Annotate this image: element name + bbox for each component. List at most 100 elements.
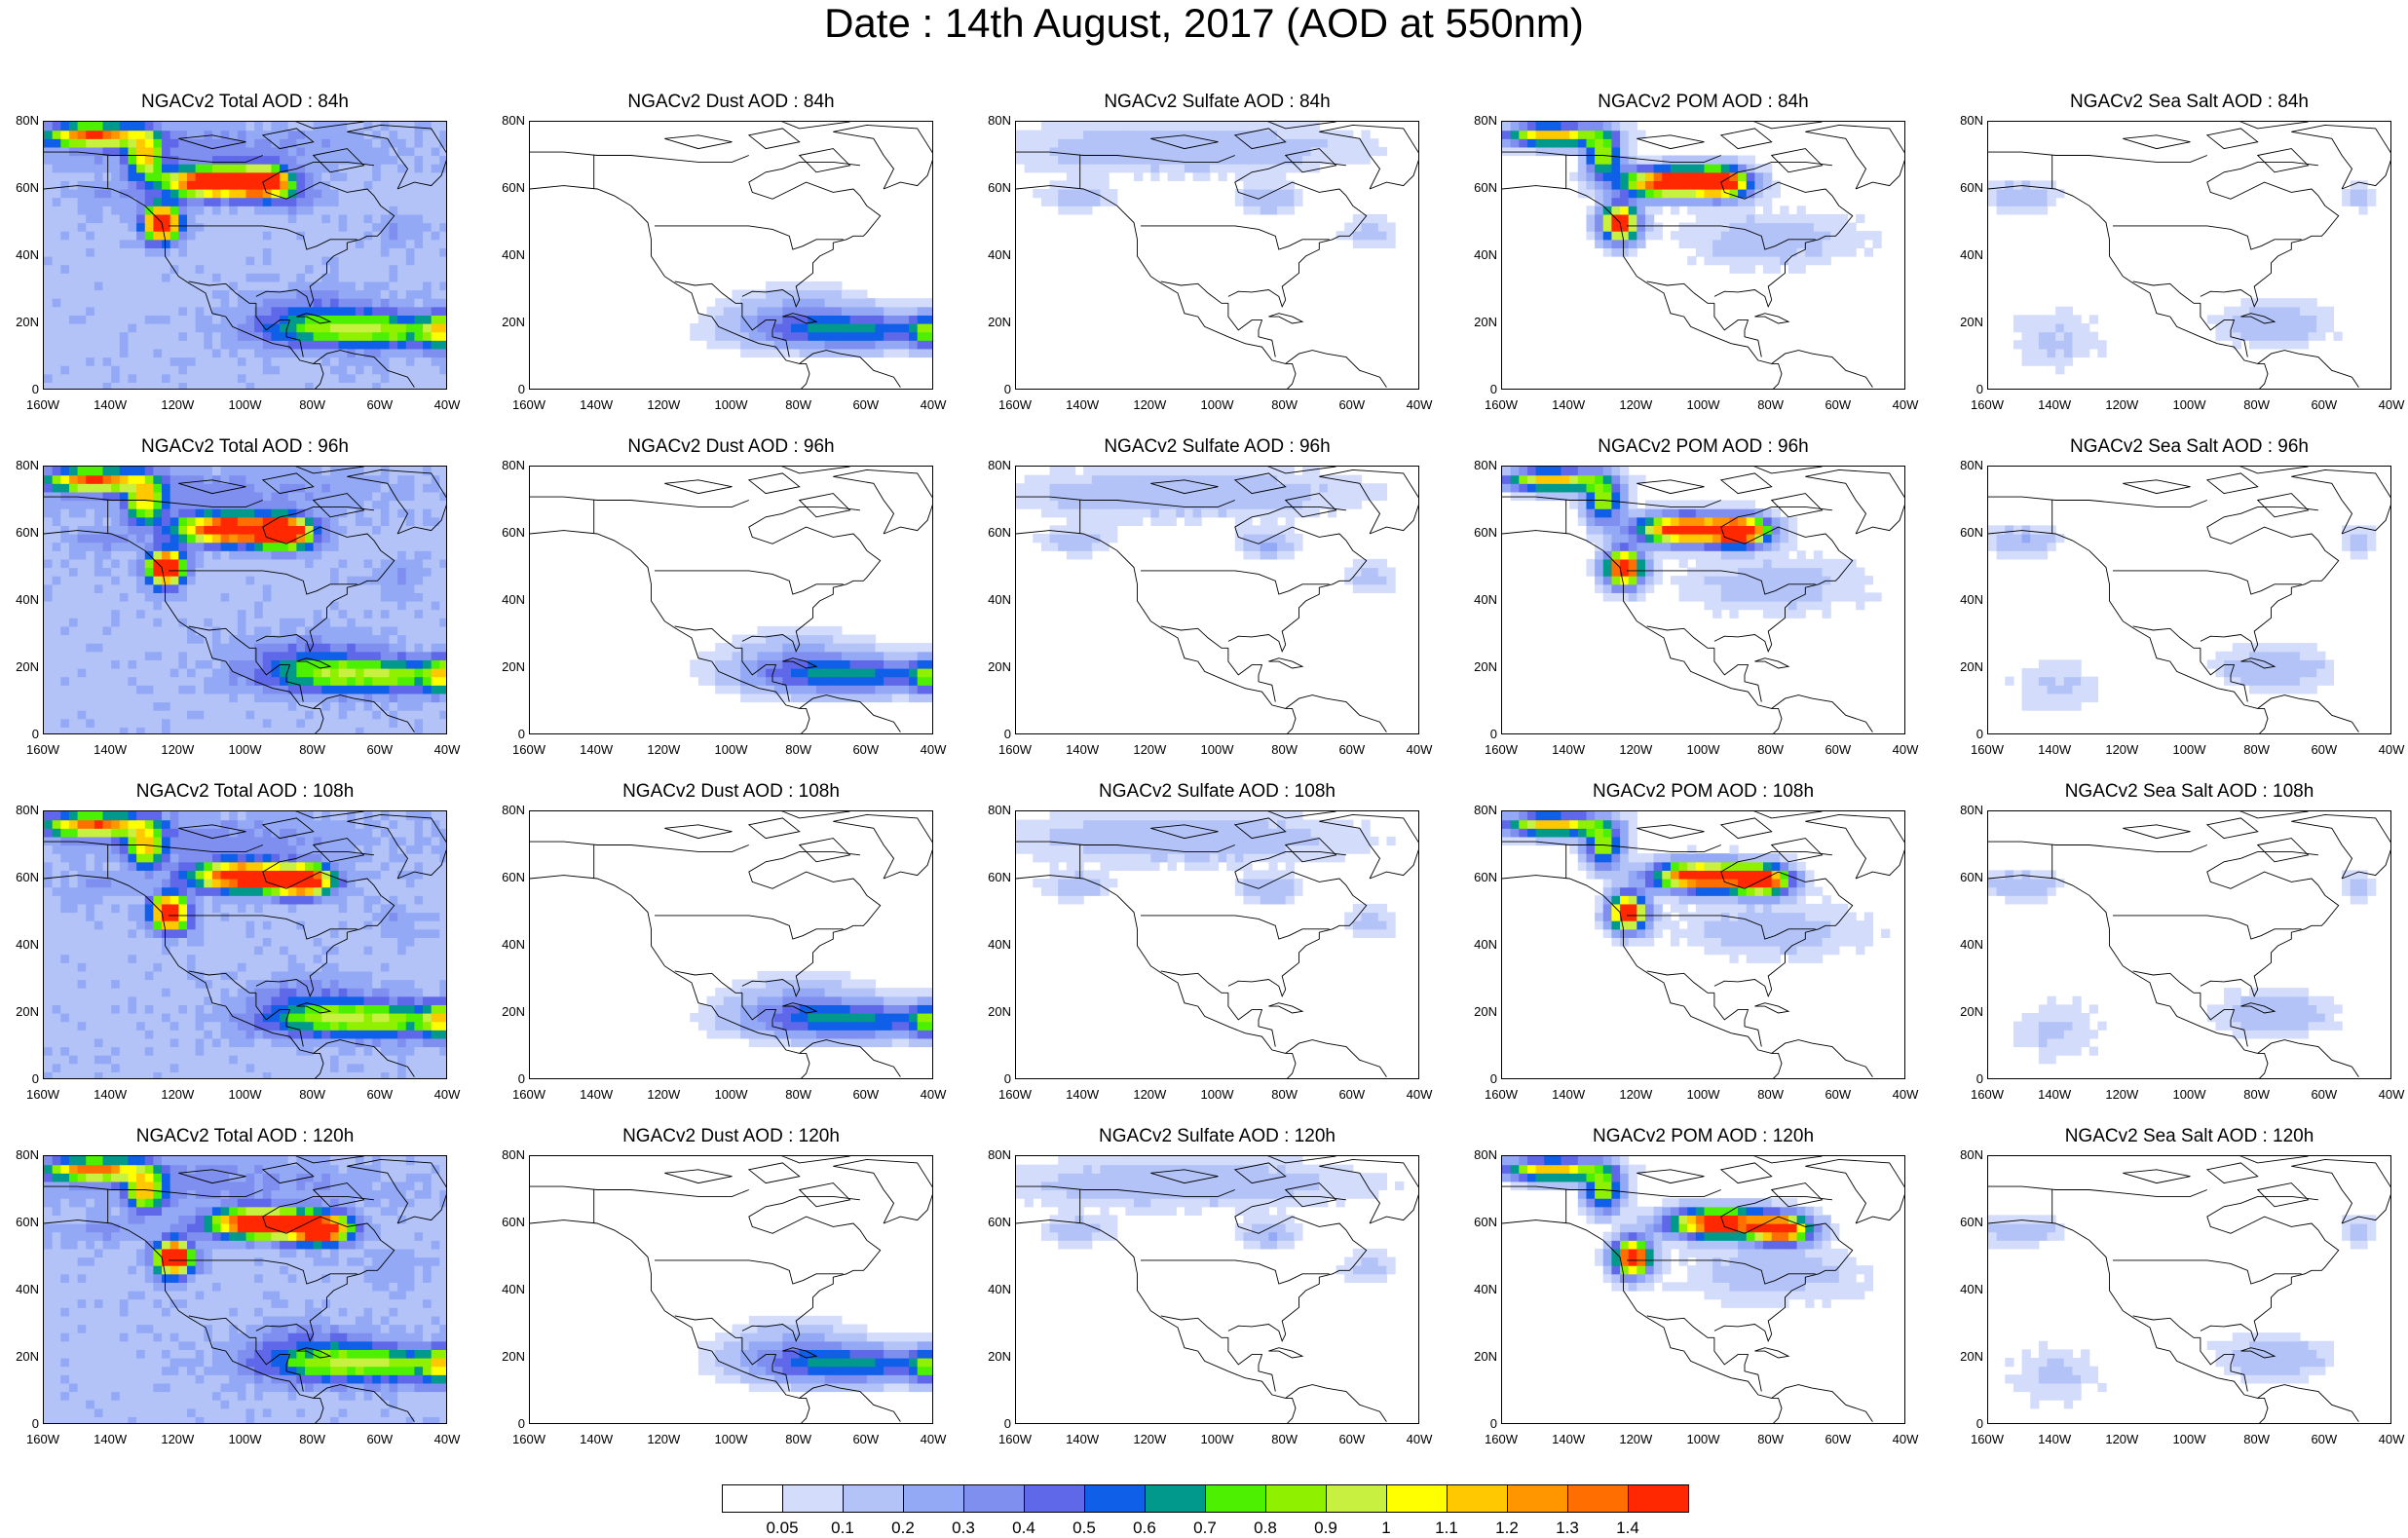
aod-cell xyxy=(86,138,94,147)
aod-cell xyxy=(1696,164,1705,172)
aod-cell xyxy=(1168,156,1177,165)
aod-cell xyxy=(229,534,238,543)
aod-cell xyxy=(178,374,187,383)
aod-cell xyxy=(254,281,263,290)
map-outline xyxy=(1228,303,1275,356)
aod-cell xyxy=(288,543,297,551)
aod-cell xyxy=(60,281,69,290)
aod-cell xyxy=(229,357,238,366)
aod-cell xyxy=(238,156,246,165)
aod-cell xyxy=(254,122,263,131)
aod-cell xyxy=(187,652,196,660)
aod-cell xyxy=(1378,231,1387,240)
aod-cell xyxy=(321,223,330,232)
aod-cell xyxy=(204,635,212,644)
aod-cell xyxy=(364,332,373,341)
aod-cell xyxy=(867,668,876,677)
aod-cell xyxy=(145,710,154,719)
aod-cell xyxy=(1780,247,1788,256)
aod-cell xyxy=(53,534,61,543)
aod-cell xyxy=(288,559,297,568)
map-plot xyxy=(43,466,447,734)
aod-cell xyxy=(816,643,825,652)
aod-cell xyxy=(2275,323,2283,332)
aod-cell xyxy=(397,214,406,223)
aod-cell xyxy=(439,273,447,281)
aod-cell xyxy=(2048,340,2056,349)
aod-cell xyxy=(740,635,749,644)
aod-cell xyxy=(414,273,423,281)
x-tick-label: 40W xyxy=(1395,742,1444,757)
aod-cell xyxy=(1109,467,1117,475)
map-outline xyxy=(749,473,800,494)
aod-cell xyxy=(925,677,933,686)
aod-cell xyxy=(1083,147,1092,156)
aod-cell xyxy=(111,543,120,551)
aod-cell xyxy=(69,172,78,181)
aod-cell xyxy=(136,307,145,316)
aod-cell xyxy=(271,501,280,509)
aod-cell xyxy=(1235,164,1244,172)
aod-cell xyxy=(800,290,809,299)
aod-cell xyxy=(103,340,112,349)
aod-cell xyxy=(1201,508,1210,517)
aod-cell xyxy=(162,719,170,728)
aod-cell xyxy=(715,323,724,332)
aod-cell xyxy=(60,365,69,374)
aod-cell xyxy=(347,382,356,390)
aod-cell xyxy=(439,131,447,139)
aod-cell xyxy=(2055,340,2064,349)
aod-cell xyxy=(94,256,103,265)
aod-cell xyxy=(406,281,415,290)
aod-cell xyxy=(1788,265,1797,274)
aod-cell xyxy=(1997,189,2006,198)
aod-cell xyxy=(406,643,415,652)
aod-cell xyxy=(1277,156,1286,165)
aod-cell xyxy=(238,223,246,232)
aod-cell xyxy=(1319,147,1328,156)
aod-cell xyxy=(280,189,288,198)
map-outline xyxy=(1721,129,1772,149)
aod-cell xyxy=(381,265,390,274)
aod-cell xyxy=(1176,501,1185,509)
aod-cell xyxy=(78,382,87,390)
aod-cell xyxy=(120,677,129,686)
aod-cell xyxy=(356,677,364,686)
aod-cell xyxy=(2215,332,2224,341)
aod-cell xyxy=(103,298,112,307)
aod-cell xyxy=(136,332,145,341)
aod-cell xyxy=(288,525,297,534)
aod-cell xyxy=(900,332,909,341)
aod-cell xyxy=(69,576,78,584)
aod-cell xyxy=(204,122,212,131)
aod-cell xyxy=(414,323,423,332)
aod-cell xyxy=(339,643,348,652)
aod-cell xyxy=(330,475,339,484)
aod-cell xyxy=(94,543,103,551)
aod-cell xyxy=(1712,223,1721,232)
aod-cell xyxy=(909,349,918,357)
aod-cell xyxy=(187,610,196,619)
aod-cell xyxy=(221,122,230,131)
aod-cell xyxy=(254,525,263,534)
aod-cell xyxy=(1629,231,1637,240)
aod-cell xyxy=(432,677,440,686)
aod-cell xyxy=(381,290,390,299)
aod-cell xyxy=(406,618,415,626)
aod-cell xyxy=(356,198,364,206)
aod-cell xyxy=(833,307,842,316)
aod-cell xyxy=(153,349,162,357)
aod-cell xyxy=(103,374,112,383)
aod-cell xyxy=(280,559,288,568)
aod-cell xyxy=(60,349,69,357)
aod-cell xyxy=(397,349,406,357)
aod-cell xyxy=(1578,164,1587,172)
aod-cell xyxy=(339,492,348,501)
aod-cell xyxy=(389,626,397,635)
x-tick-label: 100W xyxy=(1679,397,1728,412)
aod-cell xyxy=(432,340,440,349)
aod-cell xyxy=(120,584,129,593)
aod-cell xyxy=(1361,584,1370,593)
aod-cell xyxy=(892,668,901,677)
aod-cell xyxy=(103,256,112,265)
